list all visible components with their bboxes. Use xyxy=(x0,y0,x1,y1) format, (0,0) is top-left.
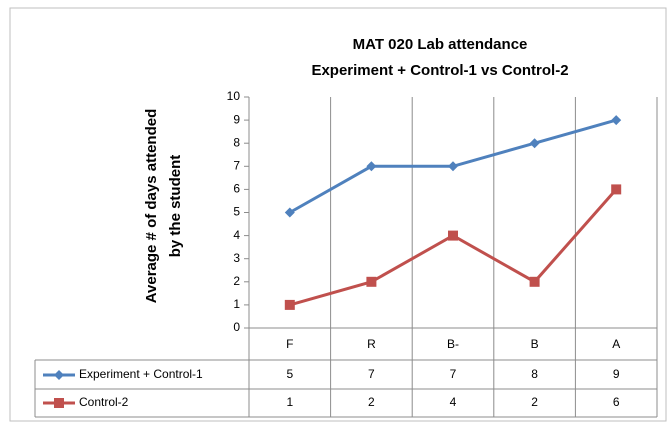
x-tick-label: R xyxy=(367,337,376,351)
legend-marker xyxy=(54,370,64,380)
marker xyxy=(284,299,295,310)
marker xyxy=(611,184,622,195)
marker xyxy=(529,138,540,149)
table-value: 7 xyxy=(450,367,457,381)
y-tick-label: 4 xyxy=(233,228,240,242)
table-value: 8 xyxy=(531,367,538,381)
marker xyxy=(448,230,458,241)
table-value: 5 xyxy=(286,367,293,381)
y-tick-label: 7 xyxy=(233,158,240,172)
y-tick-label: 5 xyxy=(233,205,240,219)
table-value: 2 xyxy=(368,395,375,409)
legend-label: Experiment + Control-1 xyxy=(79,367,203,381)
y-tick-label: 10 xyxy=(227,89,241,103)
y-axis-label: Average # of days attended xyxy=(143,109,160,304)
table-value: 6 xyxy=(613,395,620,409)
y-axis-label: by the student xyxy=(167,155,184,258)
y-tick-label: 9 xyxy=(233,112,240,126)
marker xyxy=(366,276,377,287)
marker xyxy=(448,161,458,172)
table-value: 7 xyxy=(368,367,375,381)
x-tick-label: F xyxy=(286,337,293,351)
marker xyxy=(366,161,377,172)
x-tick-label: A xyxy=(612,337,620,351)
table-value: 1 xyxy=(286,395,293,409)
legend-label: Control-2 xyxy=(79,395,129,409)
chart-subtitle: Experiment + Control-1 vs Control-2 xyxy=(311,62,568,79)
y-tick-label: 8 xyxy=(233,135,240,149)
marker xyxy=(529,276,540,287)
table-value: 2 xyxy=(531,395,538,409)
table-value: 9 xyxy=(613,367,620,381)
y-tick-label: 3 xyxy=(233,251,240,265)
marker xyxy=(284,207,295,218)
legend-marker xyxy=(54,398,64,408)
chart-frame xyxy=(9,7,667,422)
chart-title: MAT 020 Lab attendance xyxy=(353,36,528,53)
table-value: 4 xyxy=(450,395,457,409)
x-tick-label: B xyxy=(531,337,539,351)
y-tick-label: 6 xyxy=(233,182,240,196)
marker xyxy=(611,115,622,126)
y-tick-label: 2 xyxy=(233,274,240,288)
y-tick-label: 1 xyxy=(233,297,240,311)
x-tick-label: B- xyxy=(447,337,459,351)
y-tick-label: 0 xyxy=(233,320,240,334)
